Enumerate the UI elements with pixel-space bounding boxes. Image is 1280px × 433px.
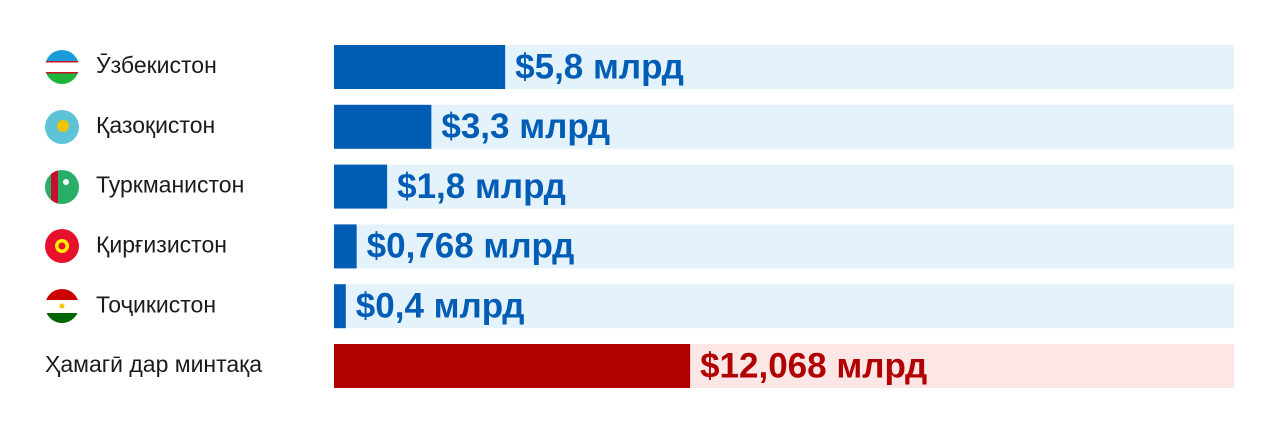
category-label: Ҳамагӣ дар минтақа [45, 351, 262, 377]
bar-track [334, 224, 1234, 269]
category-label: Ӯзбекистон [96, 52, 217, 78]
bar [334, 104, 432, 149]
category-label: Қазоқистон [96, 112, 215, 138]
flag-uzbekistan [45, 50, 79, 84]
bar [334, 344, 691, 388]
flag-kyrgyzstan [45, 229, 79, 263]
bar [334, 45, 506, 89]
flag-turkmenistan [45, 170, 79, 204]
value-label: $0,768 млрд [367, 227, 575, 266]
bar-track [334, 104, 1234, 149]
bar-track [334, 164, 1234, 209]
bar [334, 224, 357, 269]
flag-tajikistan [45, 289, 79, 323]
bar [334, 164, 388, 209]
bar [334, 284, 346, 329]
value-label: $1,8 млрд [397, 167, 566, 206]
value-label: $12,068 млрд [700, 346, 927, 385]
value-label: $3,3 млрд [441, 107, 610, 146]
value-label: $0,4 млрд [356, 286, 525, 325]
value-label: $5,8 млрд [515, 47, 684, 86]
category-label: Тоҷикистон [96, 291, 216, 317]
flag-kazakhstan [45, 110, 79, 144]
category-label: Қирғизистон [96, 231, 227, 257]
category-label: Туркманистон [96, 172, 244, 198]
bar-track [334, 284, 1234, 329]
